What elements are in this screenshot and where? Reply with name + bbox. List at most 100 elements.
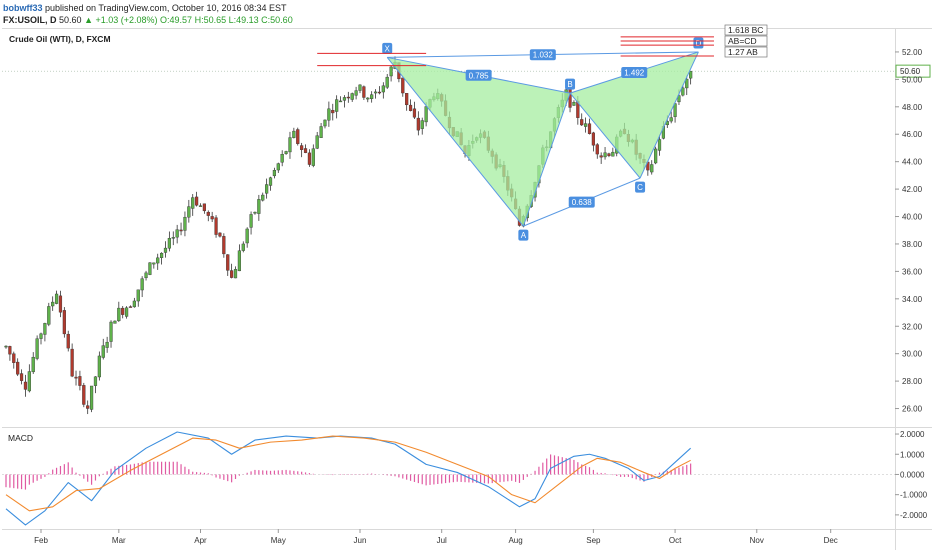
candlestick[interactable] xyxy=(572,100,576,106)
candlestick[interactable] xyxy=(669,111,673,124)
candlestick[interactable] xyxy=(373,89,378,99)
candlestick[interactable] xyxy=(338,96,343,103)
candlestick[interactable] xyxy=(654,146,658,165)
candlestick[interactable] xyxy=(362,85,366,100)
candlestick[interactable] xyxy=(226,254,230,276)
candlestick[interactable] xyxy=(113,320,117,324)
candlestick[interactable] xyxy=(78,370,82,391)
candlestick[interactable] xyxy=(265,178,269,199)
candlestick[interactable] xyxy=(54,290,59,305)
candlestick[interactable] xyxy=(685,75,689,96)
candlestick[interactable] xyxy=(280,150,284,167)
candlestick[interactable] xyxy=(198,203,203,207)
candlestick[interactable] xyxy=(257,194,261,221)
candlestick[interactable] xyxy=(27,364,31,393)
candlestick[interactable] xyxy=(276,162,280,173)
candlestick[interactable] xyxy=(385,73,389,90)
candlestick[interactable] xyxy=(311,144,315,168)
candlestick[interactable] xyxy=(218,232,222,238)
author-name[interactable]: bobwff33 xyxy=(3,3,43,13)
candlestick[interactable] xyxy=(183,211,187,237)
candlestick[interactable] xyxy=(673,102,677,123)
candlestick[interactable] xyxy=(74,370,78,386)
candlestick[interactable] xyxy=(12,351,16,369)
candlestick[interactable] xyxy=(350,92,354,102)
candlestick[interactable] xyxy=(315,131,319,150)
candlestick[interactable] xyxy=(202,203,206,214)
candlestick[interactable] xyxy=(171,231,175,246)
candlestick[interactable] xyxy=(253,211,257,215)
candlestick[interactable] xyxy=(401,77,405,97)
candlestick[interactable] xyxy=(303,144,308,154)
candlestick[interactable] xyxy=(307,149,312,167)
candlestick[interactable] xyxy=(156,253,160,270)
candlestick[interactable] xyxy=(568,87,572,113)
point-marker-d[interactable]: D xyxy=(693,37,704,49)
candlestick[interactable] xyxy=(144,270,148,281)
candlestick[interactable] xyxy=(16,358,20,377)
candlestick[interactable] xyxy=(152,262,156,269)
candlestick[interactable] xyxy=(689,70,693,85)
candlestick[interactable] xyxy=(389,65,393,82)
candlestick[interactable] xyxy=(237,244,241,272)
candlestick[interactable] xyxy=(210,211,214,223)
candlestick[interactable] xyxy=(233,266,238,279)
candlestick[interactable] xyxy=(657,134,662,156)
candlestick[interactable] xyxy=(124,306,129,319)
candlestick[interactable] xyxy=(296,127,300,146)
candlestick[interactable] xyxy=(175,224,179,244)
candlestick[interactable] xyxy=(288,131,292,159)
candlestick[interactable] xyxy=(159,252,164,265)
candlestick[interactable] xyxy=(167,231,171,252)
candlestick[interactable] xyxy=(187,199,191,223)
candlestick[interactable] xyxy=(62,307,66,338)
candlestick[interactable] xyxy=(381,82,385,99)
candlestick[interactable] xyxy=(206,210,210,222)
candlestick[interactable] xyxy=(249,211,253,235)
candlestick[interactable] xyxy=(93,376,98,394)
candlestick[interactable] xyxy=(335,95,339,119)
candlestick[interactable] xyxy=(23,374,28,397)
candlestick[interactable] xyxy=(300,142,304,158)
candlestick[interactable] xyxy=(195,191,199,207)
candlestick[interactable] xyxy=(230,263,234,279)
candlestick[interactable] xyxy=(241,241,245,253)
candlestick[interactable] xyxy=(377,86,382,95)
candlestick[interactable] xyxy=(412,101,417,120)
point-marker-c[interactable]: C xyxy=(635,181,646,193)
candlestick[interactable] xyxy=(408,99,413,112)
candlestick[interactable] xyxy=(89,385,94,413)
candlestick[interactable] xyxy=(43,322,47,342)
point-marker-b[interactable]: B xyxy=(565,78,576,90)
candlestick[interactable] xyxy=(245,227,249,248)
candlestick[interactable] xyxy=(354,86,358,100)
candlestick[interactable] xyxy=(121,306,125,319)
candlestick[interactable] xyxy=(327,101,331,127)
candlestick[interactable] xyxy=(51,296,55,311)
candlestick[interactable] xyxy=(86,400,90,415)
candlestick[interactable] xyxy=(580,113,584,126)
candlestick[interactable] xyxy=(272,167,277,179)
candlestick[interactable] xyxy=(607,152,611,158)
point-marker-x[interactable]: X xyxy=(382,42,393,54)
candlestick[interactable] xyxy=(323,119,327,129)
candlestick[interactable] xyxy=(132,297,136,308)
candlestick[interactable] xyxy=(611,147,615,157)
candlestick[interactable] xyxy=(4,345,8,349)
candlestick[interactable] xyxy=(331,103,335,121)
candlestick[interactable] xyxy=(97,351,101,381)
macd-pane[interactable] xyxy=(2,431,895,526)
candlestick[interactable] xyxy=(8,345,12,361)
candlestick[interactable] xyxy=(70,343,74,378)
price-pane[interactable]: 50.60 0.785 0.638 1.492 1.032 X A B C D 1.618 BCAB… xyxy=(2,24,931,415)
candlestick[interactable] xyxy=(136,289,140,307)
candlestick[interactable] xyxy=(117,301,121,322)
candlestick[interactable] xyxy=(416,111,420,136)
candlestick[interactable] xyxy=(366,97,370,103)
candlestick[interactable] xyxy=(370,91,374,103)
candlestick[interactable] xyxy=(101,338,105,360)
candlestick[interactable] xyxy=(284,150,288,155)
candlestick[interactable] xyxy=(358,84,362,94)
candlestick[interactable] xyxy=(650,160,654,175)
candlestick[interactable] xyxy=(58,290,63,318)
